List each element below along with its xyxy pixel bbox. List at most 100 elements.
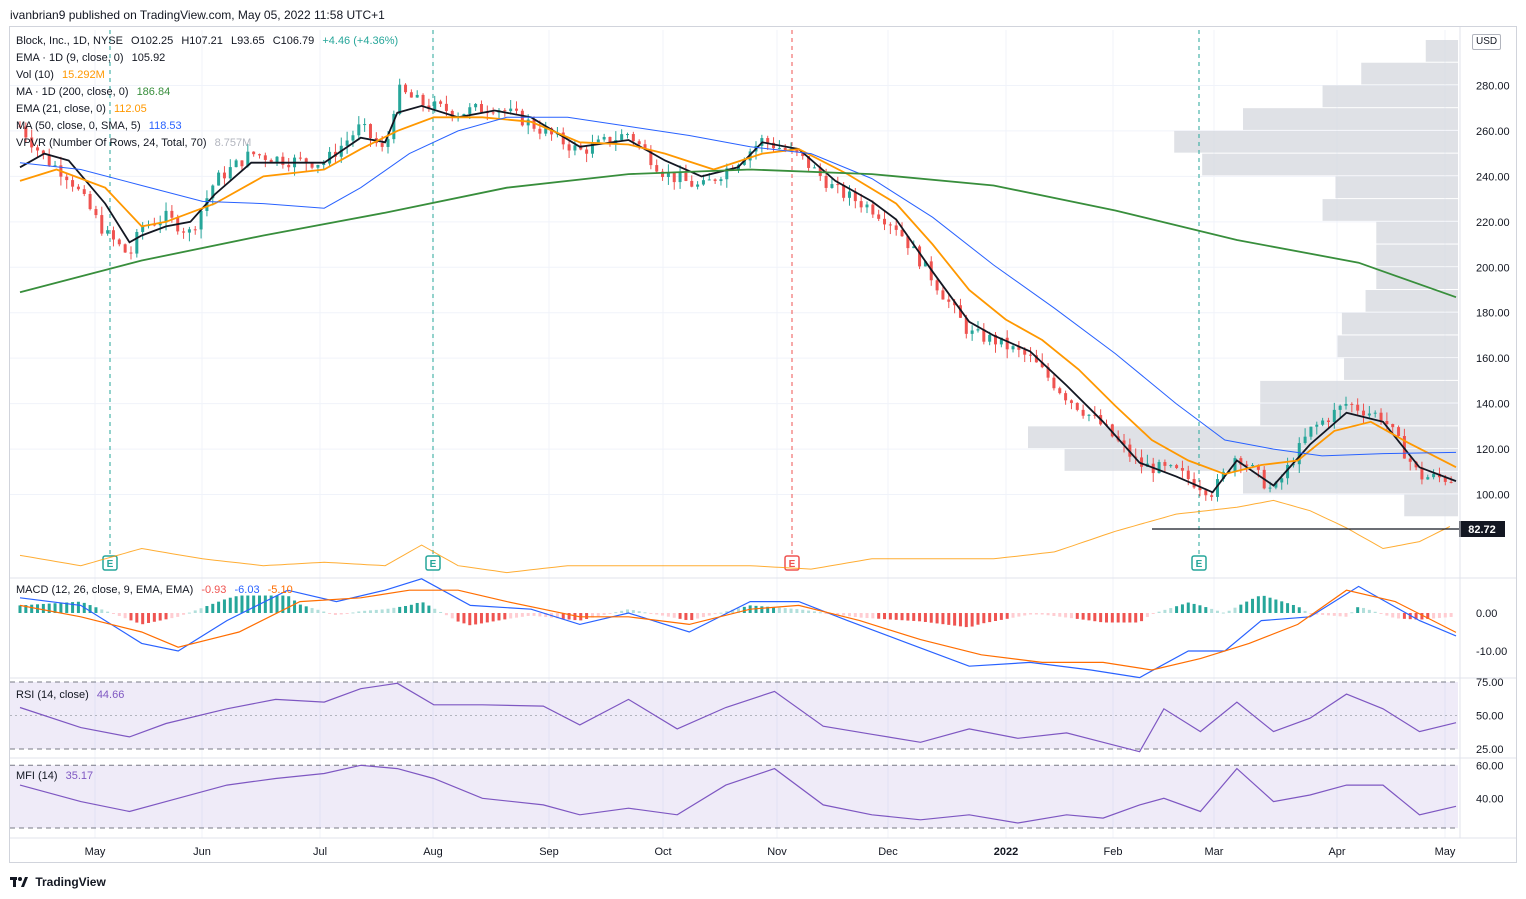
macd-histogram-bar bbox=[439, 611, 443, 613]
ema21-value: 112.05 bbox=[113, 103, 147, 115]
candle-body bbox=[1093, 414, 1097, 416]
candle-body bbox=[351, 135, 355, 141]
candle-body bbox=[608, 136, 612, 144]
candle-body bbox=[123, 244, 127, 253]
macd-histogram-bar bbox=[123, 613, 127, 619]
mfi-label: MFI (14) bbox=[16, 770, 58, 782]
macd-histogram-bar bbox=[491, 613, 495, 622]
candle-body bbox=[1140, 457, 1144, 467]
vol-label: Vol (10) bbox=[16, 69, 54, 81]
candle-body bbox=[1005, 337, 1009, 350]
earnings-marker-icon bbox=[102, 555, 118, 571]
macd-histogram-bar bbox=[1432, 613, 1436, 619]
candle-body bbox=[1122, 440, 1126, 445]
vol-legend: Vol (10) 15.292M bbox=[16, 67, 105, 84]
macd-histogram-bar bbox=[976, 613, 980, 625]
macd-histogram-bar bbox=[1332, 613, 1336, 616]
candle-body bbox=[199, 210, 203, 230]
candle-body bbox=[164, 210, 168, 223]
macd-histogram-bar bbox=[228, 597, 232, 613]
macd-histogram-bar bbox=[222, 599, 226, 613]
macd-histogram-bar bbox=[456, 613, 460, 622]
vpvr-row bbox=[1376, 221, 1458, 244]
ema21-label: EMA (21, close, 0) bbox=[16, 103, 106, 115]
macd-histogram-bar bbox=[736, 608, 740, 613]
candle-body bbox=[853, 191, 857, 202]
macd-histogram-bar bbox=[322, 611, 326, 613]
candle-body bbox=[468, 107, 472, 114]
macd-histogram-bar bbox=[719, 612, 723, 614]
month-tick-label: Apr bbox=[1328, 846, 1345, 858]
footer-brand-label: TradingView bbox=[35, 875, 106, 889]
candle-body bbox=[783, 147, 787, 151]
ma200-label: MA · 1D (200, close, 0) bbox=[16, 86, 129, 98]
macd-histogram-bar bbox=[801, 609, 805, 613]
candle-body bbox=[71, 180, 75, 187]
candle-body bbox=[690, 180, 694, 187]
vpvr-row bbox=[1260, 403, 1458, 426]
candle-body bbox=[1198, 487, 1202, 491]
macd-histogram-bar bbox=[1046, 613, 1050, 616]
macd-histogram-bar bbox=[713, 613, 717, 615]
macd-histogram-bar bbox=[626, 609, 630, 613]
macd-histogram-bar bbox=[129, 613, 133, 621]
candle-body bbox=[526, 119, 530, 126]
footer-brand[interactable]: TradingView bbox=[10, 872, 106, 892]
candle-body bbox=[1420, 467, 1424, 480]
macd-histogram-bar bbox=[994, 613, 998, 621]
candle-body bbox=[561, 132, 565, 145]
series-line-ma-50 bbox=[19, 116, 1457, 457]
macd-histogram-bar bbox=[590, 613, 594, 618]
candle-body bbox=[994, 334, 998, 345]
macd-histogram-bar bbox=[515, 613, 519, 618]
candle-body bbox=[970, 330, 974, 334]
candle-body bbox=[836, 184, 840, 186]
candle-body bbox=[257, 154, 261, 156]
macd-histogram-bar bbox=[1233, 607, 1237, 613]
candle-body bbox=[1309, 426, 1313, 437]
macd-legend: MACD (12, 26, close, 9, EMA, EMA) -0.93 … bbox=[16, 582, 293, 599]
rsi-line bbox=[19, 682, 1457, 753]
macd-histogram-bar bbox=[141, 613, 145, 625]
macd-histogram-bar bbox=[339, 613, 343, 615]
macd-histogram-bar bbox=[783, 608, 787, 613]
macd-histogram-bar bbox=[1326, 613, 1330, 616]
candle-body bbox=[602, 136, 606, 140]
macd-histogram-bar bbox=[1163, 609, 1167, 613]
open-value: O102.25 bbox=[131, 35, 174, 47]
mfi-legend: MFI (14) 35.17 bbox=[16, 768, 93, 785]
macd-histogram-bar bbox=[637, 611, 641, 613]
candle-body bbox=[585, 149, 589, 154]
macd-histogram-bar bbox=[59, 602, 63, 613]
candle-body bbox=[1215, 479, 1219, 497]
macd-histogram-bar bbox=[503, 613, 507, 620]
macd-histogram-bar bbox=[479, 613, 483, 624]
candle-body bbox=[847, 191, 851, 198]
candle-body bbox=[1315, 424, 1319, 427]
candle-body bbox=[1379, 412, 1383, 422]
macd-histogram-bar bbox=[1210, 608, 1214, 613]
chart-frame[interactable] bbox=[9, 26, 1517, 863]
macd-histogram-bar bbox=[433, 608, 437, 613]
candle-body bbox=[1286, 464, 1290, 479]
currency-button[interactable]: USD bbox=[1472, 34, 1502, 50]
vpvr-row bbox=[1425, 40, 1458, 62]
candle-body bbox=[544, 128, 548, 134]
macd-histogram-bar bbox=[620, 610, 624, 613]
vpvr-row bbox=[1341, 312, 1458, 335]
macd-histogram-bar bbox=[1297, 607, 1301, 613]
macd-histogram-bar bbox=[363, 610, 367, 613]
macd-histogram-bar bbox=[485, 613, 489, 623]
low-value: L93.65 bbox=[230, 35, 265, 47]
candle-body bbox=[129, 252, 133, 254]
candle-body bbox=[182, 231, 186, 233]
candle-body bbox=[111, 230, 115, 240]
macd-histogram-bar bbox=[468, 613, 472, 626]
macd-histogram-bar bbox=[707, 613, 711, 616]
candle-body bbox=[240, 160, 244, 167]
macd-histogram-bar bbox=[351, 612, 355, 614]
macd-histogram-bar bbox=[538, 613, 542, 617]
candle-body bbox=[1110, 424, 1114, 437]
candle-body bbox=[1321, 420, 1325, 425]
